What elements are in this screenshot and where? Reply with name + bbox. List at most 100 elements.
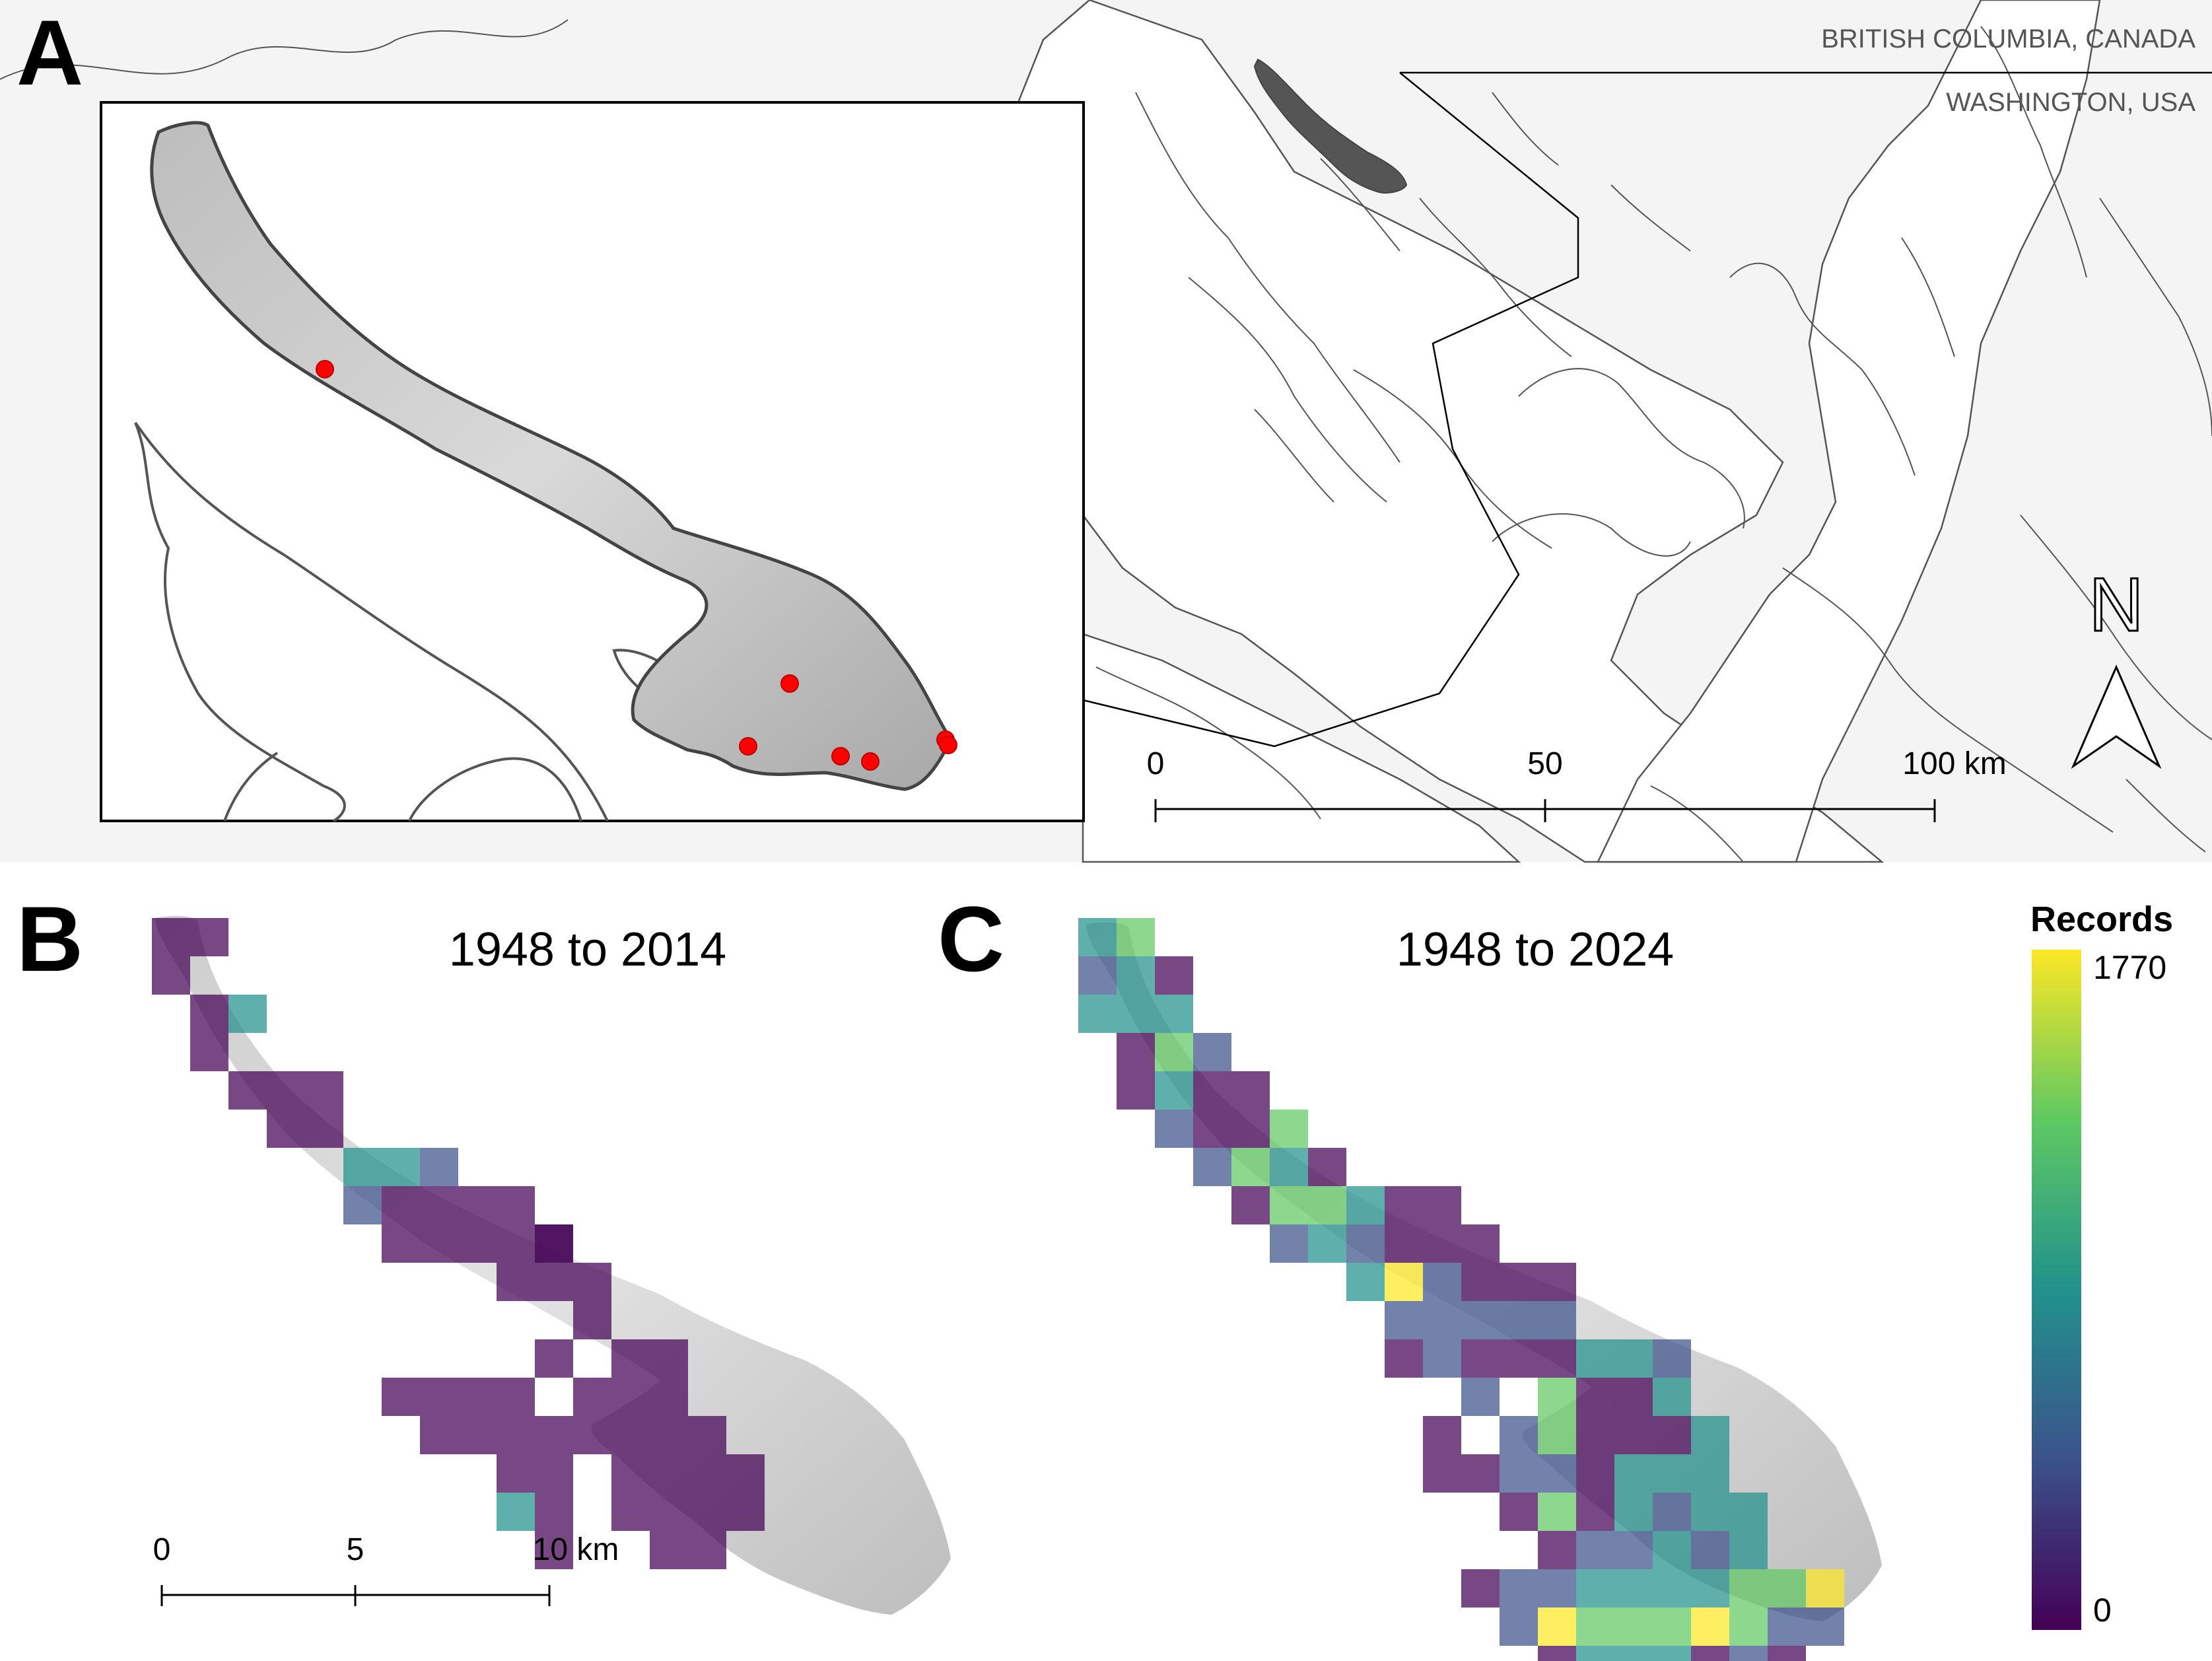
heatmap-cell [573,1301,611,1339]
heatmap-cell [1385,1301,1500,1339]
heatmap-cell [420,1148,458,1186]
sample-point [861,752,880,771]
heatmap-cell [1691,1416,1729,1454]
heatmap-cell [1346,1186,1385,1224]
heatmap-cell [152,956,190,995]
inset-island [150,121,953,791]
heatmap-cell [1614,1531,1653,1569]
heatmap-cell [1576,1493,1614,1531]
label-british-columbia: BRITISH COLUMBIA, CANADA [1821,24,2195,53]
north-arrow: N [2071,562,2162,769]
panel-b: B 1948 to 2014 0 5 10 km [17,887,951,1615]
heatmap-cell [1193,1148,1231,1186]
legend: Records 1770 0 [2030,900,2173,1630]
heatmap-cell [1423,1339,1461,1378]
heatmap-cell [1231,1071,1270,1110]
heatmap-cell [1729,1608,1768,1646]
heatmap-cell [1729,1569,1768,1608]
local-scale-bar: 0 5 10 km [153,1532,619,1606]
heatmap-cell [1768,1569,1806,1608]
inset-map [100,101,1085,822]
heatmap-cell [1385,1224,1423,1263]
heatmap-cell [1500,1569,1538,1608]
heatmap-cell [1078,956,1117,995]
heatmap-cell [1538,1531,1576,1569]
sample-points [316,360,957,771]
heatmap-cell [1576,1378,1653,1416]
heatmap-cell [611,1493,765,1531]
sample-point [939,736,957,754]
heatmap-cell [1653,1608,1691,1646]
heatmap-cell [1576,1531,1614,1569]
heatmap-cell [1423,1224,1461,1263]
heatmap-cell [1538,1646,1576,1661]
heatmap-cell [267,1110,343,1148]
heatmap-cell [420,1416,726,1454]
heatmap-cell [1385,1186,1461,1224]
heatmap-cell [382,1186,458,1224]
heatmap-cell [1538,1339,1576,1378]
heatmap-cell [611,1454,688,1493]
regional-scale-tick-100: 100 km [1902,746,2006,781]
heatmap-grid-c [1078,918,1844,1661]
heatmap-cell [535,1493,573,1531]
heatmap-cell [1346,1224,1385,1263]
heatmap-cell [1691,1531,1729,1569]
heatmap-cell [1155,1033,1193,1071]
sample-point [316,360,334,378]
heatmap-cell [228,995,267,1033]
heatmap-cell [1576,1569,1614,1608]
regional-scale-tick-0: 0 [1147,746,1165,781]
heatmap-cell [650,1339,688,1378]
heatmap-cell [1117,1033,1155,1071]
heatmap-cell [1653,1339,1691,1378]
sample-point [780,674,799,693]
heatmap-cell [1193,1071,1231,1110]
heatmap-cell [1614,1493,1653,1531]
heatmap-cell [1538,1569,1576,1608]
local-scale-tick-5: 5 [347,1532,364,1567]
panel-c-letter: C [938,887,1004,991]
local-scale-tick-10: 10 km [533,1532,619,1567]
heatmap-cell [1653,1646,1691,1661]
heatmap-cell [1461,1224,1500,1263]
heatmap-cell [611,1339,650,1378]
heatmap-cell [1500,1454,1576,1493]
heatmap-cell [1653,1493,1691,1531]
heatmap-cell [458,1186,497,1224]
heatmap-cell [1270,1148,1308,1186]
heatmap-cell [573,1378,688,1416]
heatmap-cell [1270,1186,1346,1224]
panel-b-title: 1948 to 2014 [449,923,726,976]
heatmap-cell [1806,1608,1844,1646]
heatmap-cell [1270,1224,1308,1263]
heatmap-cell [1538,1301,1576,1339]
heatmap-cell [1231,1110,1270,1148]
heatmap-cell [1538,1378,1576,1416]
label-washington: WASHINGTON, USA [1946,88,2195,117]
heatmap-cell [1308,1148,1346,1186]
heatmap-cell [1538,1608,1576,1646]
heatmap-cell [190,995,228,1033]
heatmap-cell [497,1493,535,1531]
heatmap-cell [1193,1033,1231,1071]
water-body-south [1082,633,1521,863]
heatmap-cell [1117,1071,1155,1110]
sample-point [739,737,757,756]
heatmap-grid-b [152,918,765,1569]
legend-max-label: 1770 [2093,949,2166,986]
panel-a-letter: A [17,1,83,104]
heatmap-cell [1729,1531,1768,1569]
heatmap-cell [1423,1454,1500,1493]
heatmap-cell [1653,1531,1691,1569]
heatmap-cell [1308,1224,1346,1263]
local-scale-tick-0: 0 [153,1532,171,1567]
heatmap-cell [1653,1378,1691,1416]
heatmap-cell [1576,1608,1653,1646]
heatmap-cell [1500,1608,1538,1646]
heatmap-cell [343,1148,420,1186]
heatmap-cell [1806,1569,1844,1608]
heatmap-cell [1461,1263,1576,1301]
heatmap-cell [535,1339,573,1378]
